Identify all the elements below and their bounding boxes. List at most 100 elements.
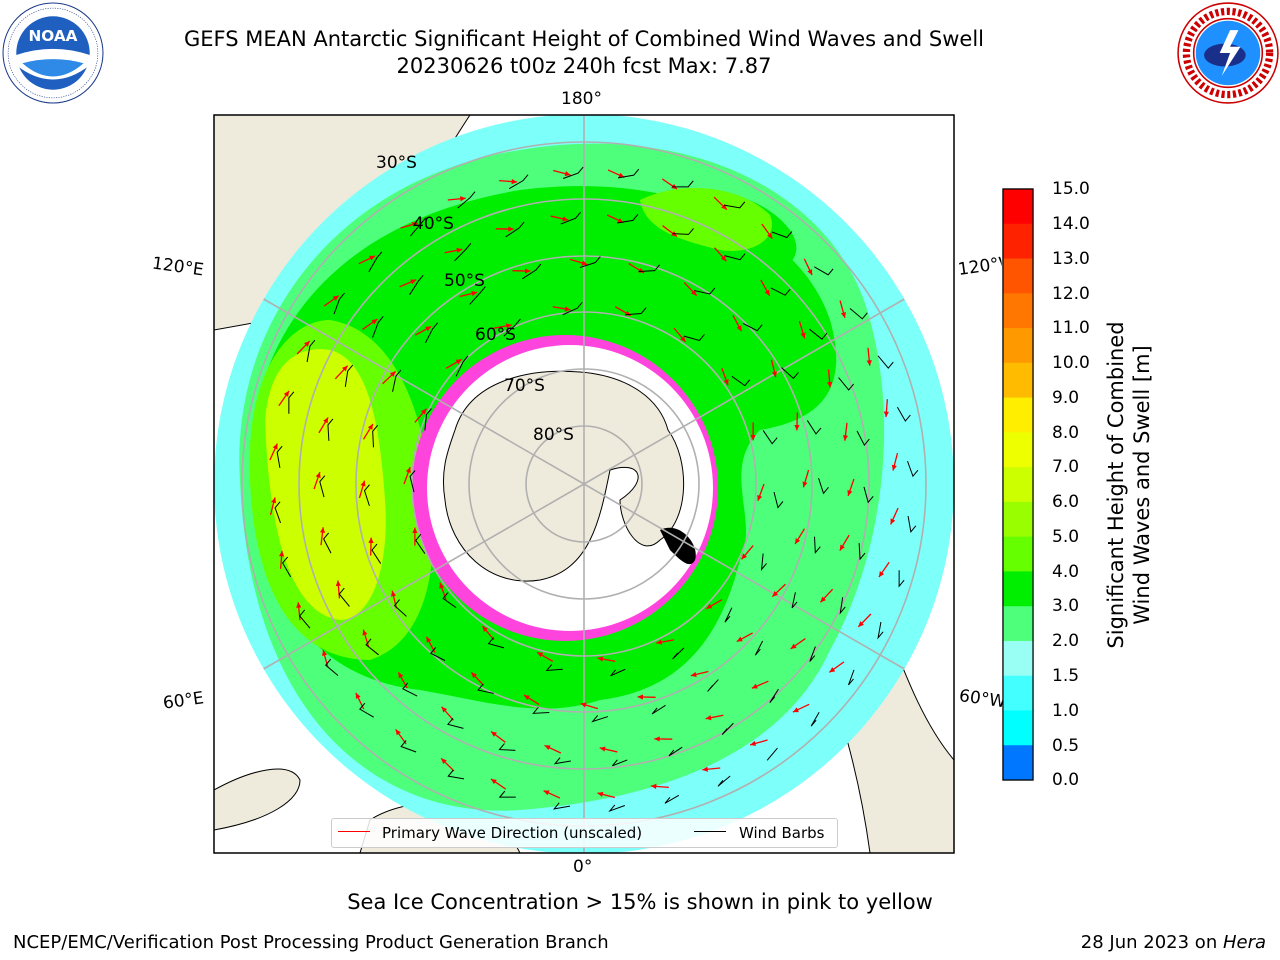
meridian-line xyxy=(583,298,905,485)
wind-barb xyxy=(282,556,292,578)
wave-arrowhead xyxy=(721,204,727,210)
colorbar-tick: 7.0 xyxy=(1052,457,1080,477)
figure-caption: Sea Ice Concentration > 15% is shown in … xyxy=(347,890,933,914)
wave-arrowhead xyxy=(390,590,397,597)
wave-arrowhead xyxy=(680,336,686,342)
wave-arrowhead xyxy=(750,740,757,746)
wave-arrowhead xyxy=(866,360,872,366)
wind-barb xyxy=(505,221,525,238)
wave-arrowhead xyxy=(637,694,644,700)
wind-barb xyxy=(498,790,516,798)
wind-barb xyxy=(651,704,666,715)
wave-arrowhead xyxy=(878,571,885,578)
wind-barb xyxy=(442,592,457,609)
wave-arrowhead xyxy=(858,621,864,627)
wind-barb xyxy=(338,587,350,607)
wind-barb xyxy=(363,484,370,507)
colorbar-cell xyxy=(1003,258,1033,294)
continent-landmass xyxy=(214,768,301,831)
lat-label-60s: 60°S xyxy=(475,325,516,345)
wave-arrowhead xyxy=(439,582,445,589)
lat-label-30s: 30°S xyxy=(376,153,417,173)
wind-barb xyxy=(724,607,733,623)
wave-arrowhead xyxy=(767,232,773,239)
wave-arrowhead xyxy=(802,481,808,488)
wind-barb xyxy=(562,166,584,179)
wave-arrowhead xyxy=(360,480,366,487)
wave-arrowhead xyxy=(368,537,374,544)
figure-subtitle: 20230626 t00z 240h fcst Max: 7.87 xyxy=(396,54,772,78)
wave-arrowhead xyxy=(564,171,571,177)
colorbar-cell xyxy=(1003,501,1033,538)
wave-arrowhead xyxy=(471,672,477,679)
wave-arrowhead xyxy=(271,497,277,504)
wind-barb xyxy=(579,256,601,268)
lon-label-0: 0° xyxy=(573,857,593,877)
wind-barb xyxy=(447,717,464,729)
wind-barb xyxy=(333,292,345,315)
wave-arrowhead xyxy=(332,295,339,301)
wave-arrowhead xyxy=(720,255,727,262)
colorbar-cell xyxy=(1003,640,1033,677)
wind-barb xyxy=(907,460,919,478)
wind-barb xyxy=(522,263,542,280)
wind-barb xyxy=(877,621,884,640)
colorbar-tick: 5.0 xyxy=(1052,527,1080,547)
wave-arrowhead xyxy=(580,702,587,708)
wind-barb xyxy=(455,355,469,377)
wave-arrowhead xyxy=(829,667,836,673)
lat-label-70s: 70°S xyxy=(504,376,545,396)
wave-arrowhead xyxy=(491,731,497,737)
wave-arrowhead xyxy=(820,596,827,603)
wave-arrowhead xyxy=(800,332,806,339)
wind-barb xyxy=(814,536,821,554)
wind-barb xyxy=(809,646,816,662)
wind-barb xyxy=(409,470,416,493)
wind-barb xyxy=(858,543,866,561)
colorbar-label-line2: Wind Waves and Swell [m] xyxy=(1130,345,1154,625)
wind-barb xyxy=(562,301,583,316)
wind-barb xyxy=(717,775,731,787)
wind-barb xyxy=(410,217,427,237)
wave-arrowhead xyxy=(279,550,285,557)
lat-label-40s: 40°S xyxy=(413,214,454,234)
wind-barb xyxy=(694,287,716,295)
wind-barb xyxy=(707,679,719,692)
wind-barb xyxy=(773,491,784,509)
noaa-logo: NOAA xyxy=(2,2,104,104)
wind-barb xyxy=(424,322,439,344)
map-legend: Primary Wave Direction (unscaled) Wind B… xyxy=(331,818,838,848)
wave-arrowhead xyxy=(455,359,462,365)
legend-wave-swatch xyxy=(338,831,370,832)
wind-barb xyxy=(723,201,746,209)
wave-arrowhead xyxy=(599,746,606,752)
wind-barb xyxy=(324,658,339,676)
wind-barb xyxy=(791,592,798,609)
wave-arrowhead xyxy=(581,260,588,266)
colorbar-tick: 9.0 xyxy=(1052,388,1080,408)
legend-wave-label: Primary Wave Direction (unscaled) xyxy=(382,824,643,842)
colorbar-cell xyxy=(1003,189,1033,225)
wave-arrowhead xyxy=(296,602,302,608)
wind-barb xyxy=(856,430,870,446)
meridian-line xyxy=(263,483,585,670)
wave-arrowhead xyxy=(319,527,326,533)
colorbar-tick: 6.0 xyxy=(1052,492,1080,512)
wind-barb xyxy=(274,501,281,524)
wind-barb xyxy=(863,486,874,504)
wave-arrowhead xyxy=(323,417,329,424)
colorbar-cell xyxy=(1003,675,1033,711)
wave-arrowhead xyxy=(795,538,801,545)
wave-arrowhead xyxy=(405,467,411,474)
map-frame xyxy=(213,114,955,854)
wave-arrowhead xyxy=(543,790,550,796)
wind-barb xyxy=(323,532,332,554)
wind-barb xyxy=(553,757,571,765)
wind-barb xyxy=(344,364,354,387)
wind-barb xyxy=(818,477,829,495)
colorbar-outline xyxy=(1002,188,1034,781)
colorbar-cell xyxy=(1003,745,1033,781)
wave-arrowhead xyxy=(490,778,497,785)
wave-arrowhead xyxy=(544,745,551,751)
